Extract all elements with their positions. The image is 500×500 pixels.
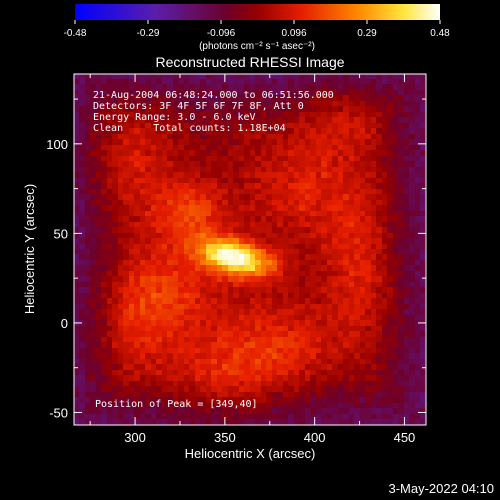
colorbar-tick-label: -0.29	[137, 28, 160, 39]
colorbar	[75, 4, 440, 20]
annotation-peak-position: Position of Peak = [349,40]	[95, 399, 258, 410]
y-axis-label: Heliocentric Y (arcsec)	[22, 184, 37, 314]
y-tick-label: -50	[49, 405, 68, 420]
axis-ticks	[74, 74, 426, 425]
x-tick-label: 450	[394, 430, 416, 445]
heatmap-image	[74, 74, 426, 425]
axis-tick-labels: 300 350 400 450 -50 0 50 100	[46, 137, 415, 445]
footer-date: 3-May-2022 04:10	[388, 481, 494, 496]
chart-title: Reconstructed RHESSI Image	[155, 54, 344, 70]
annotation-time-range: 21-Aug-2004 06:48:24.000 to 06:51:56.000	[93, 90, 334, 101]
y-tick-label: 100	[46, 137, 68, 152]
annotation-clean-counts: Clean Total counts: 1.18E+04	[93, 123, 286, 134]
x-axis-label: Heliocentric X (arcsec)	[185, 446, 316, 461]
annotation-detectors: Detectors: 3F 4F 5F 6F 7F 8F, Att 0	[93, 101, 304, 112]
colorbar-tick-label: 0.096	[281, 28, 306, 39]
heatmap-canvas	[74, 74, 426, 425]
y-tick-label: 50	[54, 226, 68, 241]
colorbar-tick-label: 0.48	[430, 28, 450, 39]
colorbar-tick-label: -0.48	[64, 28, 87, 39]
colorbar-tick-label: 0.29	[357, 28, 377, 39]
colorbar-tick-labels: -0.48 -0.29 -0.096 0.096 0.29 0.48	[64, 28, 451, 39]
colorbar-ticks	[74, 20, 441, 24]
x-tick-label: 400	[304, 430, 326, 445]
annotation-energy-range: Energy Range: 3.0 - 6.0 keV	[93, 112, 256, 123]
x-tick-label: 350	[214, 430, 236, 445]
colorbar-unit-label: (photons cm⁻² s⁻¹ asec⁻²)	[199, 41, 315, 52]
x-tick-label: 300	[124, 430, 146, 445]
y-tick-label: 0	[61, 316, 68, 331]
plot-frame	[73, 73, 427, 426]
colorbar-tick-label: -0.096	[207, 28, 236, 39]
